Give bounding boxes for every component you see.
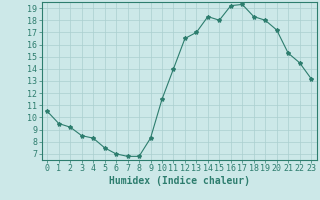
X-axis label: Humidex (Indice chaleur): Humidex (Indice chaleur) xyxy=(109,176,250,186)
